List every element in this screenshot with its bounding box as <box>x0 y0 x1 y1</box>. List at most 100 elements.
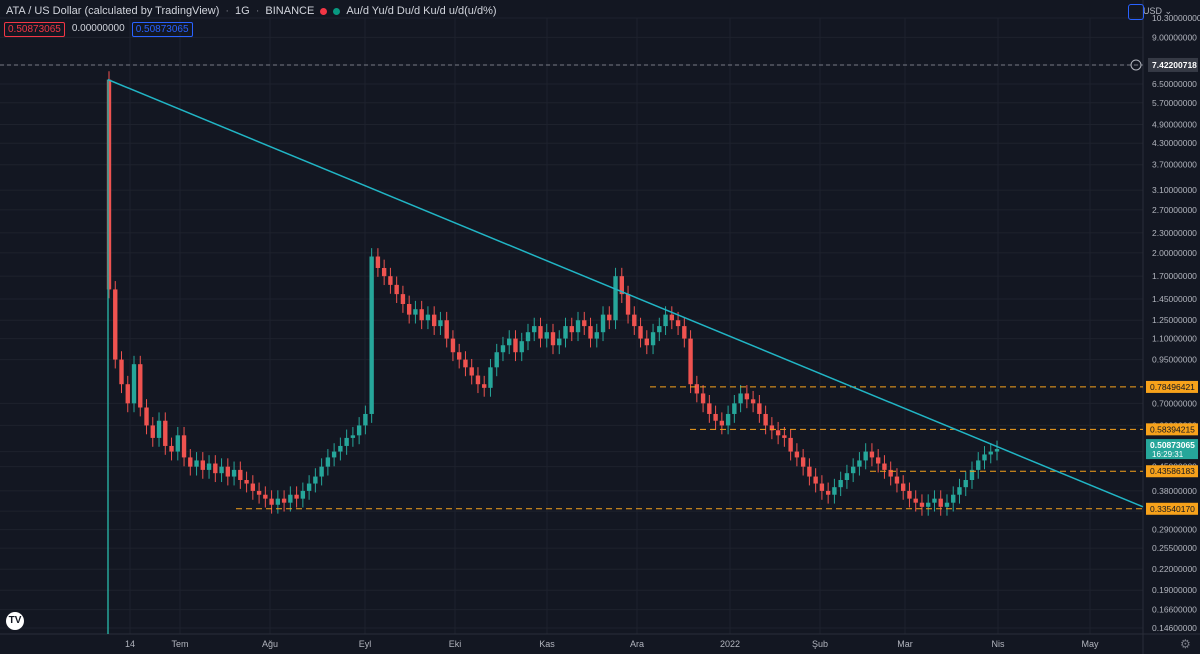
candle-body <box>625 294 631 315</box>
candle-body <box>894 476 900 484</box>
candle-body <box>982 454 987 461</box>
candle-body <box>231 469 237 477</box>
y-tick-label: 0.70000000 <box>1152 398 1197 408</box>
candle-body <box>588 326 593 339</box>
candle-body <box>932 498 937 503</box>
candle-body <box>244 480 249 484</box>
y-tick-label: 3.10000000 <box>1152 185 1197 195</box>
candle-body <box>281 498 287 503</box>
candle-body <box>550 332 556 346</box>
level-badge <box>1146 502 1198 515</box>
candle-body <box>976 460 981 470</box>
interval-label[interactable]: 1G <box>235 5 250 17</box>
candle-body <box>688 338 693 385</box>
candle-body <box>794 451 800 458</box>
candle-body <box>863 451 868 461</box>
level-label: 0.58394215 <box>1150 424 1195 434</box>
candle-body <box>926 502 931 507</box>
candle-body <box>782 435 787 438</box>
candle-body <box>957 487 962 495</box>
x-tick-label: Şub <box>812 639 828 649</box>
candle-body <box>513 338 518 353</box>
candle-body <box>838 480 843 488</box>
y-tick-label: 4.30000000 <box>1152 138 1197 148</box>
x-tick-label: Nis <box>992 639 1005 649</box>
candle-body <box>788 437 793 452</box>
value-badge-blue: 0.50873065 <box>131 22 193 37</box>
last-price-label: 0.50873065 <box>1150 440 1195 450</box>
level-label: 0.33540170 <box>1150 504 1195 514</box>
x-tick-label: Tem <box>171 639 188 649</box>
y-tick-label: 2.70000000 <box>1152 205 1197 215</box>
candle-body <box>650 332 656 346</box>
candle-body <box>125 384 130 404</box>
candle-body <box>732 403 737 414</box>
y-tick-label: 0.25500000 <box>1152 543 1197 553</box>
candle-body <box>719 420 725 426</box>
candle-body <box>519 341 524 353</box>
candle-body <box>813 476 818 484</box>
candle-body <box>938 498 943 507</box>
crosshair-price-badge <box>1148 57 1198 72</box>
candle-body <box>969 469 975 481</box>
candle-body <box>657 326 662 333</box>
candle-body <box>250 483 256 491</box>
y-tick-label: 0.14600000 <box>1152 623 1197 633</box>
candle-body <box>488 367 493 388</box>
candle-body <box>700 393 706 404</box>
compare-button-icon[interactable] <box>1128 4 1144 20</box>
candle-body <box>675 320 681 327</box>
y-tick-label: 1.25000000 <box>1152 315 1197 325</box>
candle-body <box>169 445 174 452</box>
candle-body <box>557 338 562 346</box>
candle-body <box>775 430 781 436</box>
candle-body <box>682 326 687 339</box>
candle-body <box>300 490 306 499</box>
market-status-icon <box>320 7 328 15</box>
gear-icon[interactable]: ⚙ <box>1180 637 1191 651</box>
candle-body <box>832 487 837 495</box>
candle-body <box>951 494 956 503</box>
x-tick-label: Eyl <box>359 639 372 649</box>
x-tick-label: Ara <box>630 639 644 649</box>
candle-body <box>463 359 468 368</box>
value-change: 0.00000000 <box>71 23 125 34</box>
x-tick-label: 2022 <box>720 639 740 649</box>
symbol-title[interactable]: ATA / US Dollar (calculated by TradingVi… <box>6 5 220 17</box>
candle-body <box>888 469 893 477</box>
candle-body <box>694 384 700 394</box>
candle-body <box>175 435 180 452</box>
candle-body <box>507 338 512 346</box>
level-badge <box>1146 380 1198 393</box>
y-tick-label: 9.00000000 <box>1152 32 1197 42</box>
candle-body <box>544 332 549 339</box>
crosshair-price-label: 7.42200718 <box>1152 60 1197 70</box>
candle-body <box>457 352 462 360</box>
candle-body <box>901 483 906 491</box>
x-tick-label: Mar <box>897 639 913 649</box>
candle-body <box>600 314 606 333</box>
candle-body <box>206 463 212 470</box>
candle-body <box>131 364 137 404</box>
candle-body <box>632 314 637 327</box>
candle-body <box>582 320 587 327</box>
candle-body <box>444 320 449 339</box>
candle-body <box>188 457 193 467</box>
candle-body <box>532 326 537 333</box>
candle-body <box>150 425 155 438</box>
candle-body <box>288 494 293 503</box>
y-tick-label: 4.90000000 <box>1152 119 1197 129</box>
candle-body <box>338 445 343 452</box>
trendline <box>107 78 1144 508</box>
candle-body <box>331 451 337 458</box>
candle-body <box>994 449 1000 452</box>
level-badge <box>1146 423 1198 436</box>
x-tick-label: Kas <box>539 639 555 649</box>
candle-body <box>325 457 331 467</box>
candle-body <box>919 502 925 507</box>
last-price-badge <box>1146 439 1198 460</box>
tradingview-logo-icon[interactable]: TV <box>6 612 24 630</box>
currency-selector[interactable]: USD ⌄ <box>1142 6 1172 16</box>
candle-body <box>725 413 731 426</box>
